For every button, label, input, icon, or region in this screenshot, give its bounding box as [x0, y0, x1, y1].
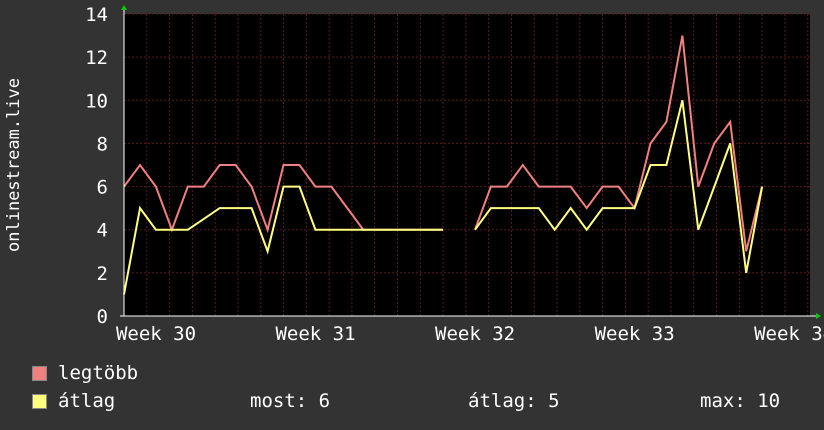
y-tick-label: 0	[97, 306, 108, 328]
y-tick-label: 4	[97, 220, 108, 242]
series-line-1	[123, 185, 444, 295]
y-axis-label: onlinestream.live	[4, 78, 24, 252]
legend-swatch-max	[32, 366, 47, 381]
x-tick-label: Week 31	[275, 323, 355, 345]
stat-current: most: 6	[250, 390, 331, 412]
y-tick-label: 12	[85, 47, 108, 69]
y-tick-label: 8	[97, 133, 108, 155]
x-axis-arrow	[816, 313, 821, 319]
y-tick-label: 2	[97, 263, 108, 285]
y-tick-label: 14	[85, 4, 108, 26]
series-group	[123, 35, 764, 295]
stat-average: átlag: 5	[468, 390, 560, 412]
y-ticks: 0 2 4 6 8 10 12 14	[85, 4, 108, 328]
legend-label-max: legtöbb	[58, 362, 139, 384]
axes	[120, 5, 821, 319]
x-tick-label: Week 30	[116, 323, 196, 345]
series-line-1	[474, 100, 764, 274]
x-tick-label: Week 33	[595, 323, 675, 345]
y-tick-label: 10	[85, 90, 108, 112]
series-line-0	[474, 35, 764, 252]
stat-max: max: 10	[700, 390, 781, 412]
legend-label-avg: átlag	[58, 390, 116, 412]
y-tick-label: 6	[97, 177, 108, 199]
x-tick-label: Week 32	[435, 323, 515, 345]
y-axis-arrow	[121, 5, 127, 10]
x-ticks: Week 30 Week 31 Week 32 Week 33 Week 34	[116, 323, 824, 345]
x-tick-label: Week 34	[754, 323, 824, 345]
legend-swatch-avg	[32, 394, 47, 409]
